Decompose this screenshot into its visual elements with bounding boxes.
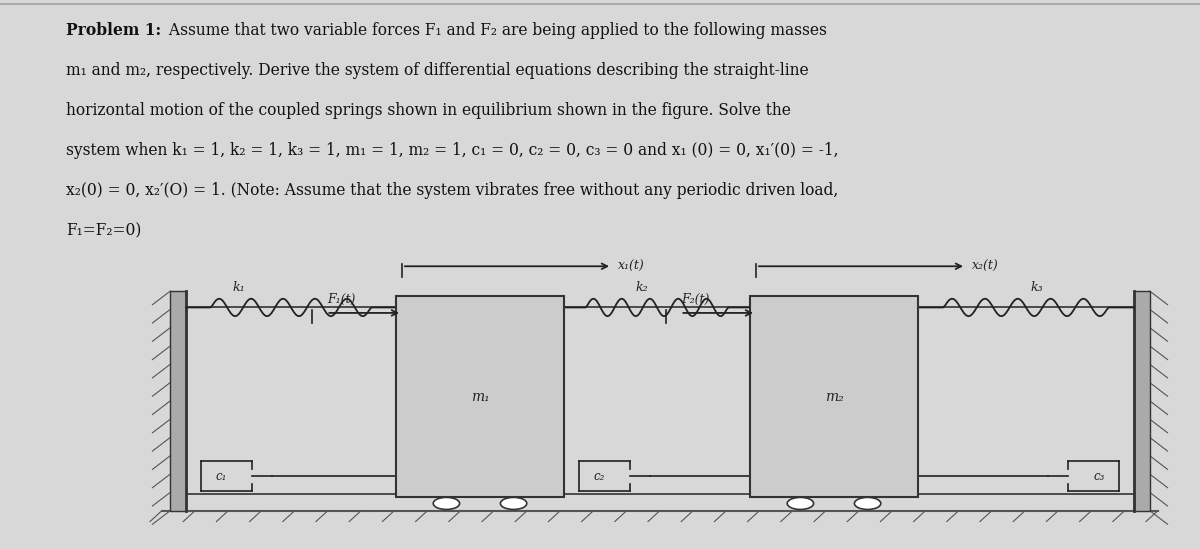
Text: m₂: m₂ xyxy=(824,390,844,404)
Text: k₃: k₃ xyxy=(1031,281,1043,294)
Text: F₁(t): F₁(t) xyxy=(328,293,356,306)
Text: c₂: c₂ xyxy=(594,470,605,483)
Text: x₁(t): x₁(t) xyxy=(618,260,644,273)
Bar xyxy=(1134,291,1150,511)
Text: x₂(0) = 0, x₂′(O) = 1. (Note: Assume that the system vibrates free without any p: x₂(0) = 0, x₂′(O) = 1. (Note: Assume tha… xyxy=(66,182,839,199)
Text: c₁: c₁ xyxy=(216,470,227,483)
Circle shape xyxy=(854,497,881,509)
Text: m₁ and m₂, respectively. Derive the system of differential equations describing : m₁ and m₂, respectively. Derive the syst… xyxy=(66,62,809,79)
Text: m₁: m₁ xyxy=(470,390,490,404)
Circle shape xyxy=(500,497,527,509)
Bar xyxy=(750,296,918,497)
Text: F₁=F₂=0): F₁=F₂=0) xyxy=(66,222,142,239)
Text: horizontal motion of the coupled springs shown in equilibrium shown in the figur: horizontal motion of the coupled springs… xyxy=(66,102,791,119)
Text: system when k₁ = 1, k₂ = 1, k₃ = 1, m₁ = 1, m₂ = 1, c₁ = 0, c₂ = 0, c₃ = 0 and x: system when k₁ = 1, k₂ = 1, k₃ = 1, m₁ =… xyxy=(66,142,839,159)
Text: k₂: k₂ xyxy=(636,281,648,294)
Text: Assume that two variable forces F₁ and F₂ are being applied to the following mas: Assume that two variable forces F₁ and F… xyxy=(164,22,827,39)
Bar xyxy=(170,291,186,511)
Text: c₃: c₃ xyxy=(1093,470,1104,483)
Text: k₁: k₁ xyxy=(232,281,245,294)
Bar xyxy=(396,296,564,497)
Text: F₂(t): F₂(t) xyxy=(682,293,710,306)
Text: x₂(t): x₂(t) xyxy=(972,260,998,273)
Circle shape xyxy=(787,497,814,509)
Circle shape xyxy=(433,497,460,509)
Text: Problem 1:: Problem 1: xyxy=(66,22,161,39)
